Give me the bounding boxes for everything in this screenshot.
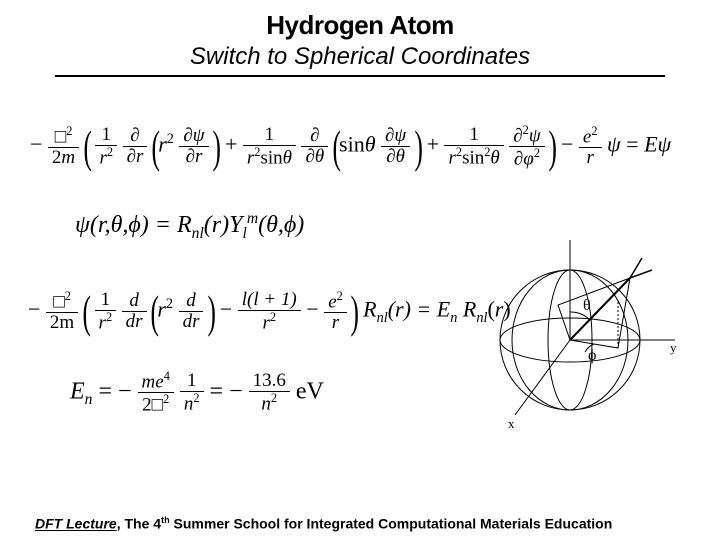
page-title: Hydrogen Atom	[0, 10, 720, 41]
energy-levels: En = − me42□2 1n2 = − 13.6n2 eV	[70, 370, 324, 416]
radial-equation: − □22m ( 1r2 ddr (r2 ddr ) − l(l + 1)r2 …	[28, 285, 511, 338]
footer: DFT Lecture, The 4th Summer School for I…	[35, 515, 612, 532]
footer-lecture: DFT Lecture	[35, 516, 117, 532]
title-rule	[55, 75, 665, 77]
axis-x-label: x	[508, 416, 515, 431]
spherical-coords-diagram: z y x θ ϕ	[470, 240, 680, 450]
theta-label: θ	[583, 297, 591, 314]
wavefunction-separation: ψ(r,θ,ϕ) = Rnl(r)Ylm(θ,ϕ)	[75, 210, 304, 243]
schrodinger-equation: − □22m ( 1r2 ∂∂r (r2 ∂ψ∂r ) + 1r2sinθ ∂∂…	[30, 120, 671, 173]
phi-label: ϕ	[588, 347, 596, 364]
axis-y-label: y	[670, 340, 677, 355]
page-subtitle: Switch to Spherical Coordinates	[0, 43, 720, 71]
